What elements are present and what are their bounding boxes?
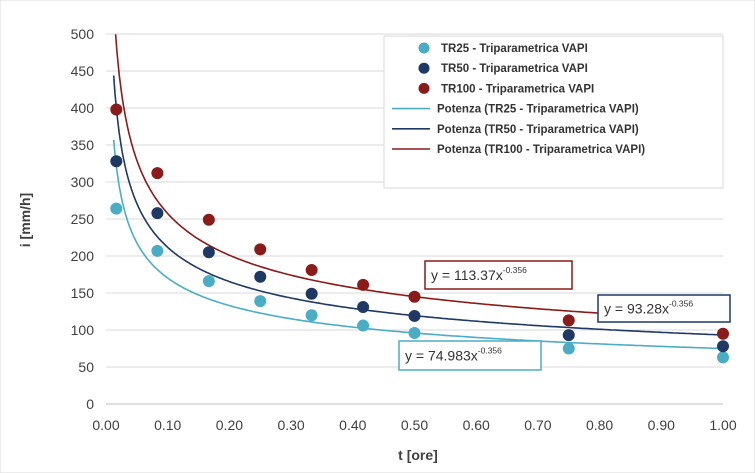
x-tick-label: 0.60 <box>463 417 490 433</box>
y-tick-label: 500 <box>71 26 95 42</box>
point-series-2 <box>305 287 318 300</box>
x-tick-label: 0.20 <box>216 417 243 433</box>
x-tick-label: 0.50 <box>401 417 428 433</box>
point-series-2 <box>254 270 267 283</box>
y-tick-label: 200 <box>71 248 95 264</box>
legend-label: TR25 - Triparametrica VAPI <box>441 43 588 55</box>
y-tick-label: 150 <box>71 285 95 301</box>
y-tick-label: 400 <box>71 100 95 116</box>
equation-label: y = 113.37x-0.356 <box>431 265 527 283</box>
point-series-3 <box>254 243 267 256</box>
legend: TR25 - Triparametrica VAPI TR50 - Tripara… <box>383 35 724 189</box>
x-axis-title: t [ore] <box>398 447 438 463</box>
legend-marker <box>418 82 430 94</box>
y-tick-label: 250 <box>71 211 95 227</box>
x-tick-label: 0.70 <box>524 417 551 433</box>
point-series-2 <box>717 340 729 353</box>
legend-box <box>383 35 724 189</box>
point-series-3 <box>562 314 575 327</box>
point-series-2 <box>562 329 575 342</box>
y-axis-tick-labels: 0 50 100 150 200 250 300 350 400 450 500 <box>71 26 95 412</box>
point-series-3 <box>357 278 370 291</box>
trendline-2 <box>112 75 724 336</box>
x-tick-label: 0.40 <box>339 417 366 433</box>
x-tick-label: 0.10 <box>154 417 181 433</box>
x-tick-label: 0.90 <box>648 417 675 433</box>
legend-label: Potenza (TR100 - Triparametrica VAPI) <box>437 144 645 156</box>
y-tick-label: 450 <box>71 63 95 79</box>
equation-label: y = 74.983x-0.356 <box>405 346 502 364</box>
point-series-1 <box>562 342 575 355</box>
y-tick-label: 0 <box>86 396 94 412</box>
point-series-1 <box>357 319 370 332</box>
trendlines <box>112 34 724 350</box>
x-tick-label: 1.00 <box>709 417 736 433</box>
point-series-2 <box>151 207 164 220</box>
x-tick-label: 0.00 <box>92 417 119 433</box>
equation-labels: y = 74.983x-0.356 y = 93.28x-0.356 y = 113… <box>398 260 731 371</box>
point-series-1 <box>408 326 421 339</box>
point-series-1 <box>151 244 164 257</box>
equation-box <box>597 294 731 323</box>
y-tick-label: 100 <box>71 322 95 338</box>
point-series-3 <box>408 290 421 303</box>
y-tick-label: 300 <box>71 174 95 190</box>
point-series-2 <box>408 309 421 322</box>
equation-box <box>424 260 573 290</box>
legend-label: Potenza (TR50 - Triparametrica VAPI) <box>437 124 639 136</box>
data-points <box>110 103 729 364</box>
y-tick-label: 50 <box>78 359 94 375</box>
equation-label: y = 93.28x-0.356 <box>604 299 693 317</box>
legend-label: TR50 - Triparametrica VAPI <box>441 63 588 75</box>
point-series-2 <box>110 155 123 168</box>
y-tick-label: 350 <box>71 137 95 153</box>
point-series-1 <box>717 351 729 364</box>
x-axis-tick-labels: 0.00 0.10 0.20 0.30 0.40 0.50 0.60 0.70 0.80 0.90… <box>92 417 736 433</box>
point-series-2 <box>202 246 215 259</box>
point-series-3 <box>110 103 123 116</box>
point-series-1 <box>110 202 123 215</box>
point-series-3 <box>717 327 729 340</box>
point-series-3 <box>151 167 164 180</box>
x-tick-label: 0.30 <box>277 417 304 433</box>
point-series-3 <box>202 213 215 226</box>
point-series-1 <box>305 309 318 322</box>
legend-label: TR100 - Triparametrica VAPI <box>441 83 594 95</box>
legend-label: Potenza (TR25 - Triparametrica VAPI) <box>437 104 639 116</box>
trendline-3 <box>114 34 724 321</box>
point-series-1 <box>254 295 267 308</box>
legend-marker <box>418 42 430 54</box>
point-series-1 <box>202 275 215 288</box>
equation-box <box>398 340 542 371</box>
point-series-2 <box>357 301 370 314</box>
point-series-3 <box>305 264 318 277</box>
y-axis-title: i [mm/h] <box>17 193 33 247</box>
trendline-1 <box>112 139 724 350</box>
x-tick-label: 0.80 <box>586 417 613 433</box>
legend-marker <box>418 62 430 74</box>
